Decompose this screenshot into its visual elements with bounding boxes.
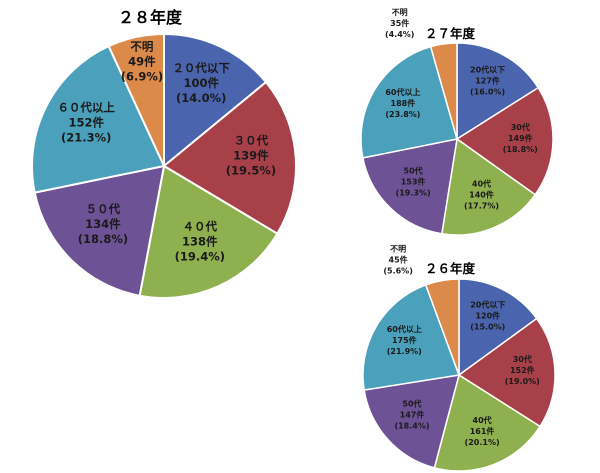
slice-count: 161件 bbox=[470, 426, 495, 436]
slice-percent: (15.0%) bbox=[470, 323, 505, 332]
slice-name: 60代以上 bbox=[387, 324, 422, 334]
chart-title: ２８年度 bbox=[118, 8, 183, 27]
pie-slice bbox=[457, 317, 556, 428]
slice-label: ３０代 139件(19.5%) bbox=[226, 134, 276, 178]
pie-chart-2: ２７年度 20代以下 127件 (16.0%) 30代 149件 (18.8%) 40代 140… bbox=[360, 8, 554, 236]
slice-name: 不明 bbox=[130, 39, 153, 53]
pie-slice bbox=[360, 45, 458, 159]
slice-count: 152件 bbox=[68, 116, 104, 130]
slice-count: 188件 bbox=[391, 98, 416, 108]
pie-slice bbox=[363, 374, 461, 469]
pie-slice bbox=[458, 278, 538, 377]
slice-label: 50代 153件 (19.3%) bbox=[396, 166, 431, 198]
slice-label: 30代 149件 (18.8%) bbox=[503, 122, 538, 154]
pie-slice bbox=[361, 138, 458, 235]
pie-slice bbox=[163, 32, 268, 169]
slice-percent: (19.3%) bbox=[396, 189, 431, 198]
slice-label: ４０代 138件(19.4%) bbox=[175, 219, 225, 263]
pie-slice bbox=[31, 44, 166, 194]
slice-percent: (4.4%) bbox=[385, 30, 415, 39]
slice-label: 不明 45件 (5.6%) bbox=[383, 245, 413, 276]
slice-count: 49件 bbox=[128, 54, 156, 68]
slice-percent: (18.8%) bbox=[503, 145, 538, 154]
slice-label: 30代 152件 (19.0%) bbox=[505, 354, 540, 386]
slice-count: 127件 bbox=[475, 76, 500, 86]
slice-name: 20代以下 bbox=[470, 300, 505, 310]
slice-name: 50代 bbox=[404, 166, 423, 176]
pie-slice bbox=[440, 137, 537, 236]
slice-label: ２０代以下 100件(14.0%) bbox=[172, 61, 230, 105]
chart-title: ２６年度 bbox=[425, 261, 476, 276]
slice-name: 50代 bbox=[402, 399, 421, 409]
pie-chart-3: ２６年度 20代以下 120件 (15.0%) 30代 152件 (19.0%) 40代 161… bbox=[362, 245, 556, 472]
slice-count: 139件 bbox=[233, 149, 269, 163]
slice-percent: (5.6%) bbox=[383, 267, 413, 276]
slice-name: 30代 bbox=[513, 354, 532, 364]
pie-slice bbox=[33, 164, 166, 297]
slice-name: 60代以上 bbox=[385, 87, 420, 97]
slice-percent: (17.7%) bbox=[464, 201, 499, 210]
slice-name: 不明 bbox=[392, 8, 408, 17]
pie-slice bbox=[162, 80, 297, 236]
slice-name: ３０代 bbox=[234, 134, 269, 148]
slice-label: 不明 35件 (4.4%) bbox=[385, 8, 415, 39]
slice-name: ２０代以下 bbox=[172, 61, 230, 75]
chart-title: ２７年度 bbox=[425, 26, 476, 41]
pie-slice bbox=[107, 32, 165, 167]
slice-percent: (21.3%) bbox=[61, 131, 111, 145]
slice-count: 175件 bbox=[392, 335, 417, 345]
slice-label: ５０代 134件(18.8%) bbox=[78, 202, 128, 246]
slice-percent: (20.1%) bbox=[465, 438, 500, 447]
slice-label: 40代 140件 (17.7%) bbox=[464, 178, 499, 210]
pie-slice bbox=[429, 42, 458, 140]
slice-name: 20代以下 bbox=[470, 65, 505, 75]
slice-count: 134件 bbox=[85, 217, 121, 231]
slice-label: 20代以下 127件 (16.0%) bbox=[470, 65, 505, 97]
pie-slice bbox=[433, 373, 542, 472]
slice-label: 60代以上 188件 (23.8%) bbox=[385, 87, 420, 119]
slice-count: 147件 bbox=[400, 410, 425, 420]
slice-percent: (19.4%) bbox=[175, 249, 225, 263]
slice-percent: (21.9%) bbox=[387, 347, 422, 356]
slice-percent: (16.0%) bbox=[470, 88, 505, 97]
slice-count: 149件 bbox=[508, 133, 533, 143]
slice-label: ６０代以上 152件(21.3%) bbox=[57, 101, 115, 145]
slice-label: 不明 49件(6.9%) bbox=[121, 39, 163, 83]
slice-percent: (18.4%) bbox=[394, 422, 429, 431]
slice-label: 40代 161件 (20.1%) bbox=[465, 415, 500, 447]
slice-percent: (18.8%) bbox=[78, 232, 128, 246]
pie-slice bbox=[455, 86, 554, 196]
slice-name: ５０代 bbox=[86, 202, 121, 216]
slice-label: 50代 147件 (18.4%) bbox=[394, 399, 429, 431]
slice-count: 45件 bbox=[389, 255, 408, 265]
slice-name: 40代 bbox=[473, 415, 492, 425]
pie-slice bbox=[456, 42, 540, 141]
pie-slice bbox=[424, 278, 460, 376]
slice-percent: (23.8%) bbox=[385, 110, 420, 119]
slice-name: ６０代以上 bbox=[57, 101, 115, 115]
slice-percent: (19.5%) bbox=[226, 164, 276, 178]
slice-label: 60代以上 175件 (21.9%) bbox=[387, 324, 422, 356]
slice-name: 30代 bbox=[511, 122, 530, 132]
slice-count: 100件 bbox=[183, 76, 219, 90]
slice-percent: (6.9%) bbox=[121, 69, 163, 83]
slice-count: 120件 bbox=[475, 311, 500, 321]
pie-slice bbox=[138, 164, 279, 299]
slice-count: 153件 bbox=[401, 177, 426, 187]
slice-label: 20代以下 120件 (15.0%) bbox=[470, 300, 505, 332]
slice-count: 138件 bbox=[182, 234, 218, 248]
slice-count: 140件 bbox=[469, 189, 494, 199]
slice-name: 40代 bbox=[472, 178, 491, 188]
slice-name: ４０代 bbox=[183, 219, 218, 233]
slice-count: 152件 bbox=[510, 365, 535, 375]
slice-percent: (19.0%) bbox=[505, 377, 540, 386]
slice-count: 35件 bbox=[390, 18, 409, 28]
slice-name: 不明 bbox=[390, 245, 406, 254]
slice-percent: (14.0%) bbox=[176, 91, 226, 105]
